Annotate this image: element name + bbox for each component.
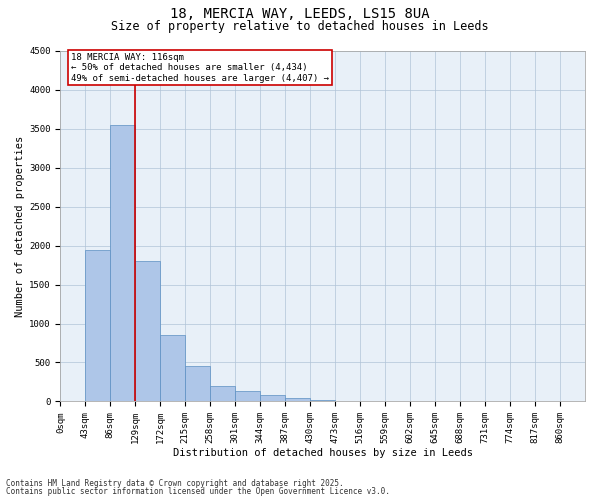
Text: 18 MERCIA WAY: 116sqm
← 50% of detached houses are smaller (4,434)
49% of semi-d: 18 MERCIA WAY: 116sqm ← 50% of detached … [71,53,329,82]
Bar [260,395,285,402]
Y-axis label: Number of detached properties: Number of detached properties [15,136,25,317]
Text: Contains HM Land Registry data © Crown copyright and database right 2025.: Contains HM Land Registry data © Crown c… [6,478,344,488]
Bar [235,391,260,402]
Text: Contains public sector information licensed under the Open Government Licence v3: Contains public sector information licen… [6,487,390,496]
Bar [310,400,335,402]
Bar [110,125,136,402]
Text: 18, MERCIA WAY, LEEDS, LS15 8UA: 18, MERCIA WAY, LEEDS, LS15 8UA [170,8,430,22]
X-axis label: Distribution of detached houses by size in Leeds: Distribution of detached houses by size … [173,448,473,458]
Bar [285,398,310,402]
Bar [335,400,360,402]
Bar [185,366,210,402]
Text: Size of property relative to detached houses in Leeds: Size of property relative to detached ho… [111,20,489,33]
Bar [160,335,185,402]
Bar [210,386,235,402]
Bar [136,261,160,402]
Bar [85,250,110,402]
